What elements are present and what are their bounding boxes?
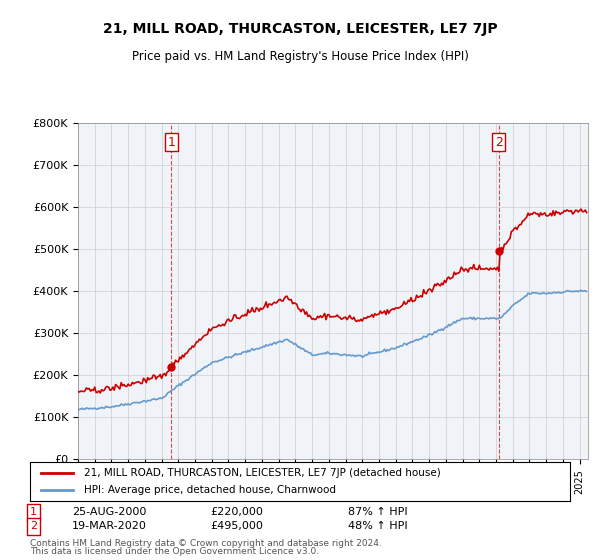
Text: 25-AUG-2000: 25-AUG-2000 [72,507,146,517]
Text: 1: 1 [30,507,37,517]
Text: 87% ↑ HPI: 87% ↑ HPI [348,507,407,517]
Text: 2: 2 [495,136,503,149]
Text: 21, MILL ROAD, THURCASTON, LEICESTER, LE7 7JP (detached house): 21, MILL ROAD, THURCASTON, LEICESTER, LE… [84,468,441,478]
Text: Contains HM Land Registry data © Crown copyright and database right 2024.: Contains HM Land Registry data © Crown c… [30,539,382,548]
Text: 48% ↑ HPI: 48% ↑ HPI [348,521,407,531]
Text: This data is licensed under the Open Government Licence v3.0.: This data is licensed under the Open Gov… [30,548,319,557]
Text: Price paid vs. HM Land Registry's House Price Index (HPI): Price paid vs. HM Land Registry's House … [131,50,469,63]
Text: £495,000: £495,000 [210,521,263,531]
Text: 2: 2 [30,521,37,531]
Text: 21, MILL ROAD, THURCASTON, LEICESTER, LE7 7JP: 21, MILL ROAD, THURCASTON, LEICESTER, LE… [103,22,497,36]
Text: £220,000: £220,000 [210,507,263,517]
Text: 1: 1 [167,136,175,149]
Text: HPI: Average price, detached house, Charnwood: HPI: Average price, detached house, Char… [84,485,336,495]
Text: 19-MAR-2020: 19-MAR-2020 [72,521,147,531]
